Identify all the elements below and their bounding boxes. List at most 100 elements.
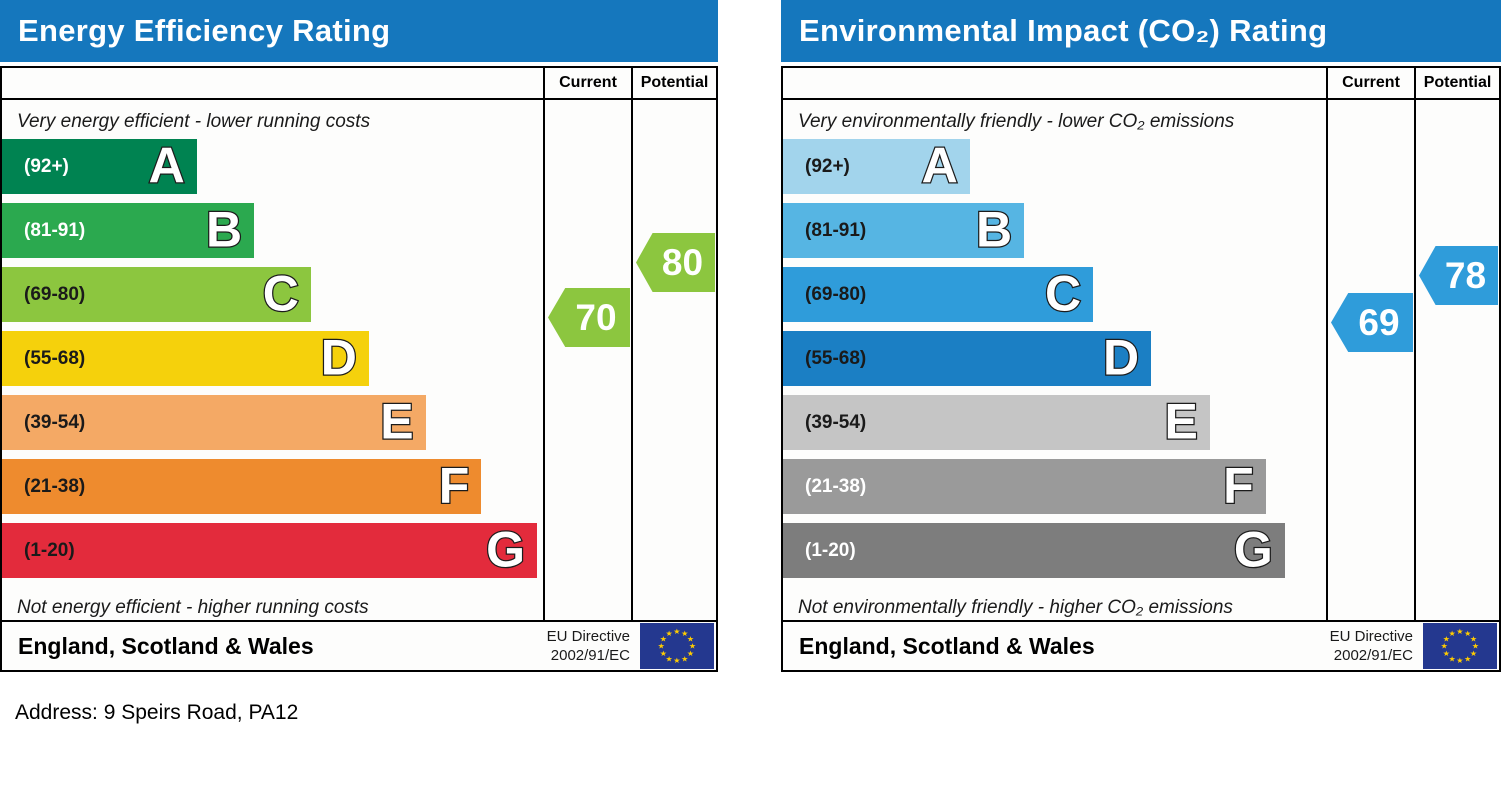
band-letter: E — [1163, 393, 1199, 449]
potential-column-header: Potential — [631, 68, 716, 100]
svg-text:★: ★ — [687, 635, 694, 644]
band-range-label: (55-68) — [24, 347, 86, 369]
svg-text:★: ★ — [666, 655, 673, 664]
band-letter: D — [319, 329, 358, 385]
eu-directive-line1: EU Directive — [546, 627, 630, 645]
eu-directive-label: EU Directive 2002/91/EC — [547, 627, 640, 666]
band-range-label: (21-38) — [24, 475, 86, 497]
current-column: 70 — [543, 100, 631, 620]
band-letter: B — [205, 201, 244, 257]
current-column-header: Current — [543, 68, 631, 100]
eu-directive-line2: 2002/91/EC — [1333, 647, 1413, 664]
svg-text:★: ★ — [687, 649, 694, 658]
band-a: (92+) A — [783, 139, 970, 194]
svg-text:★: ★ — [1464, 655, 1471, 664]
eu-directive-line1: EU Directive — [1329, 627, 1413, 645]
energy-rating-table: Current Potential Very energy efficient … — [0, 66, 718, 672]
svg-text:★: ★ — [1456, 656, 1463, 665]
energy-efficiency-panel: Energy Efficiency Rating Current Potenti… — [0, 0, 718, 672]
region-label: England, Scotland & Wales — [799, 632, 1095, 659]
band-letter: B — [975, 201, 1014, 257]
eu-directive-label: EU Directive 2002/91/EC — [1330, 627, 1423, 666]
band-range-label: (21-38) — [805, 475, 867, 497]
band-range-label: (1-20) — [24, 539, 75, 561]
bottom-caption: Not environmentally friendly - higher CO… — [798, 597, 1233, 618]
svg-text:★: ★ — [681, 655, 688, 664]
band-range-label: (39-54) — [24, 411, 86, 433]
current-rating-value: 69 — [1358, 301, 1400, 343]
band-range-label: (92+) — [805, 155, 850, 177]
band-range-label: (92+) — [24, 155, 69, 177]
band-range-label: (1-20) — [805, 539, 856, 561]
band-range-label: (69-80) — [805, 283, 867, 305]
svg-text:★: ★ — [1443, 635, 1450, 644]
band-f: (21-38) F — [2, 457, 482, 514]
potential-rating-arrow: 78 — [1419, 246, 1498, 305]
environmental-impact-panel: Environmental Impact (CO₂) Rating Curren… — [781, 0, 1501, 672]
energy-efficiency-title: Energy Efficiency Rating — [0, 0, 718, 62]
current-column: 69 — [1326, 100, 1414, 620]
header-spacer — [783, 68, 1326, 100]
svg-text:★: ★ — [673, 656, 680, 665]
eu-flag-icon: ★ ★★★★★★★★★★★ — [640, 623, 714, 669]
band-range-label: (55-68) — [805, 347, 867, 369]
environmental-rating-table: Current Potential Very environmentally f… — [781, 66, 1501, 672]
band-d: (55-68) D — [783, 329, 1152, 386]
region-label: England, Scotland & Wales — [18, 632, 314, 659]
svg-text:★: ★ — [1472, 642, 1479, 651]
property-address: Address: 9 Speirs Road, PA12 — [15, 701, 299, 724]
svg-text:★: ★ — [660, 649, 667, 658]
potential-column: 80 — [631, 100, 716, 620]
svg-text:★: ★ — [689, 642, 696, 651]
potential-column: 78 — [1414, 100, 1499, 620]
band-g: (1-20) G — [783, 523, 1285, 578]
band-d: (55-68) D — [2, 331, 369, 386]
current-rating-arrow: 69 — [1331, 293, 1413, 352]
svg-text:★: ★ — [1456, 627, 1463, 636]
current-column-header: Current — [1326, 68, 1414, 100]
svg-text:★: ★ — [1470, 649, 1477, 658]
band-letter: D — [1102, 329, 1141, 385]
band-a: (92+) A — [2, 139, 197, 194]
band-range-label: (39-54) — [805, 411, 867, 433]
band-letter: G — [1233, 521, 1274, 577]
band-g: (1-20) G — [2, 523, 538, 578]
bottom-caption: Not energy efficient - higher running co… — [17, 597, 369, 618]
svg-text:★: ★ — [1449, 629, 1456, 638]
band-letter: F — [1222, 457, 1255, 513]
band-b: (81-91) B — [783, 201, 1025, 258]
band-c: (69-80) C — [783, 265, 1094, 322]
potential-rating-value: 78 — [1444, 254, 1487, 296]
band-letter: F — [438, 457, 471, 513]
band-e: (39-54) E — [783, 395, 1210, 450]
top-caption: Very energy efficient - lower running co… — [17, 110, 371, 132]
header-spacer — [2, 68, 543, 100]
band-letter: C — [262, 265, 301, 321]
band-b: (81-91) B — [2, 201, 255, 258]
svg-text:★: ★ — [681, 629, 688, 638]
svg-text:★: ★ — [1470, 635, 1477, 644]
svg-text:★: ★ — [660, 635, 667, 644]
svg-text:★: ★ — [1449, 655, 1456, 664]
svg-text:★: ★ — [1443, 649, 1450, 658]
svg-text:★: ★ — [666, 629, 673, 638]
band-letter: C — [1044, 265, 1083, 321]
environmental-impact-title: Environmental Impact (CO₂) Rating — [781, 0, 1501, 62]
current-rating-arrow: 70 — [548, 288, 630, 347]
svg-text:★: ★ — [658, 642, 665, 651]
current-rating-value: 70 — [575, 296, 617, 338]
band-e: (39-54) E — [2, 395, 426, 450]
rating-scale: Very energy efficient - lower running co… — [2, 100, 543, 620]
svg-text:★: ★ — [673, 627, 680, 636]
potential-column-header: Potential — [1414, 68, 1499, 100]
band-f: (21-38) F — [783, 459, 1266, 514]
rating-scale: Very environmentally friendly - lower CO… — [783, 100, 1326, 620]
band-letter: E — [379, 393, 415, 449]
band-letter: A — [920, 137, 959, 193]
table-footer: England, Scotland & Wales EU Directive 2… — [2, 620, 716, 670]
potential-rating-value: 80 — [661, 241, 704, 283]
top-caption: Very environmentally friendly - lower CO… — [798, 110, 1235, 132]
band-range-label: (69-80) — [24, 283, 86, 305]
band-letter: A — [147, 137, 186, 193]
